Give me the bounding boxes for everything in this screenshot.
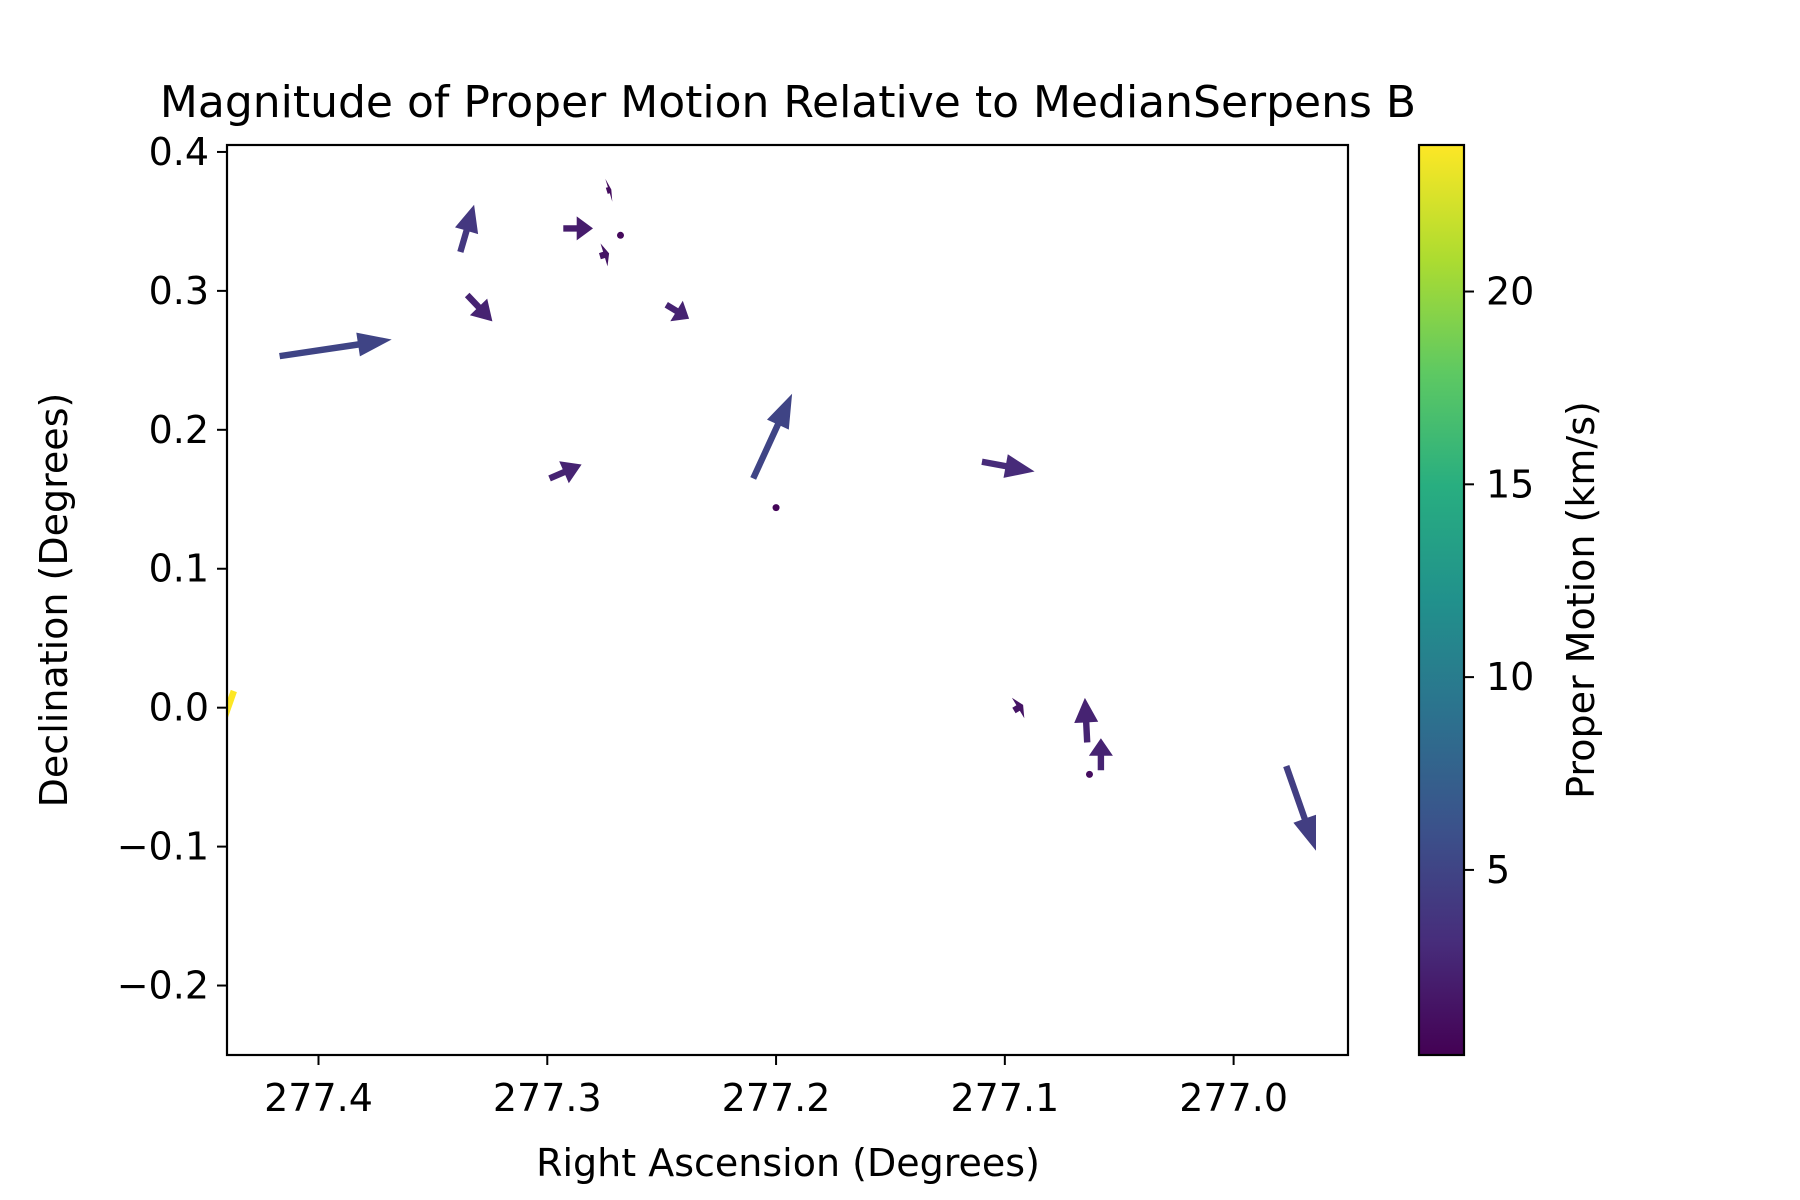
vector-arrow [1088, 738, 1113, 771]
colorbar [1419, 145, 1464, 1055]
vector-arrow [455, 204, 479, 253]
vector-arrow [616, 231, 624, 239]
plot-frame [225, 143, 1350, 1057]
x-tick-label: 277.3 [493, 1076, 602, 1120]
x-tick-label: 277.4 [264, 1076, 373, 1120]
vector-arrow [750, 393, 793, 480]
vector-arrow [664, 300, 690, 322]
vector-arrow [227, 689, 237, 721]
x-tick-label: 277.1 [950, 1076, 1059, 1120]
vector-arrow [279, 332, 392, 360]
vector-arrow [772, 504, 780, 512]
vector-arrow [464, 292, 493, 322]
y-tick-label: 0.2 [149, 408, 209, 452]
vector-arrow [1074, 697, 1099, 743]
y-tick-label: 0.1 [149, 547, 209, 591]
vector-arrow [548, 461, 582, 484]
y-tick-label: 0.0 [149, 686, 209, 730]
vector-arrow [563, 216, 593, 241]
chart-title: Magnitude of Proper Motion Relative to M… [160, 77, 1416, 128]
vector-arrow [599, 243, 610, 267]
vector-arrow [1085, 770, 1093, 778]
y-tick-label: 0.3 [149, 269, 209, 313]
vector-arrow [1011, 697, 1025, 719]
x-axis-label: Right Ascension (Degrees) [536, 1141, 1040, 1185]
vector-arrow [605, 178, 613, 202]
colorbar-label: Proper Motion (km/s) [1559, 401, 1603, 799]
y-tick-label: −0.1 [117, 825, 209, 869]
colorbar-tick-label: 10 [1486, 655, 1534, 699]
vector-field [227, 178, 1316, 851]
colorbar-frame [1417, 143, 1466, 1057]
vector-arrow [981, 454, 1035, 478]
colorbar-tick-label: 20 [1486, 270, 1534, 314]
y-tick-label: −0.2 [117, 964, 209, 1008]
x-axis: 277.4 277.3 277.2 277.1 277.0 [264, 1055, 1288, 1120]
y-axis-label: Declination (Degrees) [32, 393, 76, 808]
vector-arrow [1283, 765, 1316, 851]
colorbar-axis: 5 10 15 20 [1464, 270, 1534, 892]
y-tick-label: 0.4 [149, 130, 209, 174]
y-axis: 0.4 0.3 0.2 0.1 0.0 −0.1 −0.2 [117, 130, 227, 1008]
x-tick-label: 277.0 [1179, 1076, 1288, 1120]
colorbar-tick-label: 15 [1486, 462, 1534, 506]
x-tick-label: 277.2 [722, 1076, 831, 1120]
colorbar-tick-label: 5 [1486, 848, 1510, 892]
